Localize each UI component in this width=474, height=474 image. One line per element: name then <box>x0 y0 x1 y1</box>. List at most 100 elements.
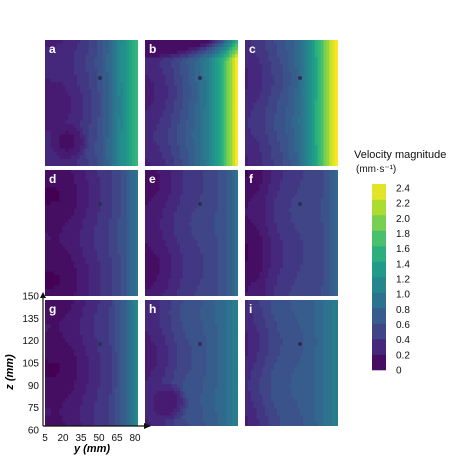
heat-cell <box>194 208 198 213</box>
heat-cell <box>159 71 164 76</box>
heat-cell <box>191 124 196 129</box>
heat-cell <box>220 106 225 111</box>
heat-cell <box>262 61 266 66</box>
heat-cell <box>53 141 58 146</box>
heat-cell <box>332 89 336 94</box>
heat-cell <box>85 145 90 150</box>
heat-cell <box>117 264 122 269</box>
heat-cell <box>117 236 122 241</box>
heat-cell <box>206 145 210 150</box>
heat-cell <box>276 131 281 136</box>
heat-cell <box>85 43 90 48</box>
heat-cell <box>191 78 196 83</box>
heat-cell <box>197 148 201 153</box>
heat-cell <box>74 141 78 146</box>
heat-cell <box>45 99 49 104</box>
heat-cell <box>129 155 133 160</box>
heat-cell <box>223 170 227 175</box>
heat-cell <box>103 103 107 108</box>
heat-cell <box>197 141 201 146</box>
heat-cell <box>74 40 78 45</box>
heat-cell <box>282 61 287 66</box>
heat-cell <box>235 78 238 83</box>
heat-cell <box>232 71 236 76</box>
heat-cell <box>65 61 69 66</box>
heat-cell <box>79 106 84 111</box>
heat-cell <box>45 138 49 143</box>
heat-cell <box>220 198 225 203</box>
heat-cell <box>156 134 161 139</box>
heat-cell <box>129 110 133 115</box>
heat-cell <box>162 148 166 153</box>
heat-cell <box>308 159 313 164</box>
heat-cell <box>200 61 204 66</box>
heat-cell <box>191 162 196 166</box>
heat-cell <box>123 268 127 273</box>
heat-cell <box>103 205 107 210</box>
heat-cell <box>76 292 81 296</box>
heat-cell <box>126 292 130 296</box>
heat-cell <box>311 89 316 94</box>
heat-cell <box>120 85 125 90</box>
heat-cell <box>76 212 81 217</box>
heat-cell <box>291 148 296 153</box>
heat-cell <box>176 68 181 73</box>
heat-cell <box>103 261 107 266</box>
heat-cell <box>200 208 204 213</box>
heat-cell <box>126 289 130 294</box>
heat-cell <box>300 134 304 139</box>
heat-cell <box>247 138 252 143</box>
heat-cell <box>259 141 264 146</box>
heat-cell <box>256 141 261 146</box>
heat-cell <box>185 131 190 136</box>
heat-cell <box>223 162 227 166</box>
heat-cell <box>288 89 293 94</box>
heat-cell <box>62 75 66 80</box>
heat-cell <box>159 177 164 182</box>
heat-cell <box>76 205 81 210</box>
heat-cell <box>100 148 104 153</box>
heat-cell <box>126 219 130 224</box>
heat-cell <box>274 47 278 52</box>
heat-cell <box>114 110 119 115</box>
heat-cell <box>79 170 84 175</box>
heat-cell <box>94 261 98 266</box>
heat-cell <box>126 212 130 217</box>
heat-cell <box>206 68 210 73</box>
heat-cell <box>191 201 196 206</box>
heat-cell <box>74 236 78 241</box>
heat-cell <box>135 257 138 262</box>
heat-cell <box>111 68 116 73</box>
heat-cell <box>74 57 78 62</box>
heat-cell <box>97 159 101 164</box>
heat-cell <box>91 198 96 203</box>
heat-cell <box>62 278 66 283</box>
heat-cell <box>74 96 78 101</box>
heat-cell <box>188 64 193 69</box>
heat-cell <box>74 229 78 234</box>
heat-cell <box>265 92 269 97</box>
heat-cell <box>129 159 133 164</box>
heat-cell <box>103 247 107 252</box>
heat-cell <box>179 170 184 175</box>
heat-cell <box>217 170 222 175</box>
heat-cell <box>203 57 207 62</box>
heat-cell <box>314 148 319 153</box>
heat-cell <box>174 170 178 175</box>
heat-cell <box>235 141 238 146</box>
heat-cell <box>317 124 322 129</box>
heat-cell <box>214 71 219 76</box>
heat-cell <box>150 57 155 62</box>
heat-cell <box>197 134 201 139</box>
heat-cell <box>50 117 55 122</box>
heat-cell <box>45 250 49 255</box>
heat-cell <box>150 99 155 104</box>
heat-cell <box>323 113 327 118</box>
heat-cell <box>279 85 284 90</box>
heat-cell <box>308 71 313 76</box>
heat-cell <box>85 99 90 104</box>
heat-cell <box>165 117 169 122</box>
heat-cell <box>45 113 49 118</box>
heat-cell <box>256 61 261 66</box>
heat-cell <box>259 96 264 101</box>
